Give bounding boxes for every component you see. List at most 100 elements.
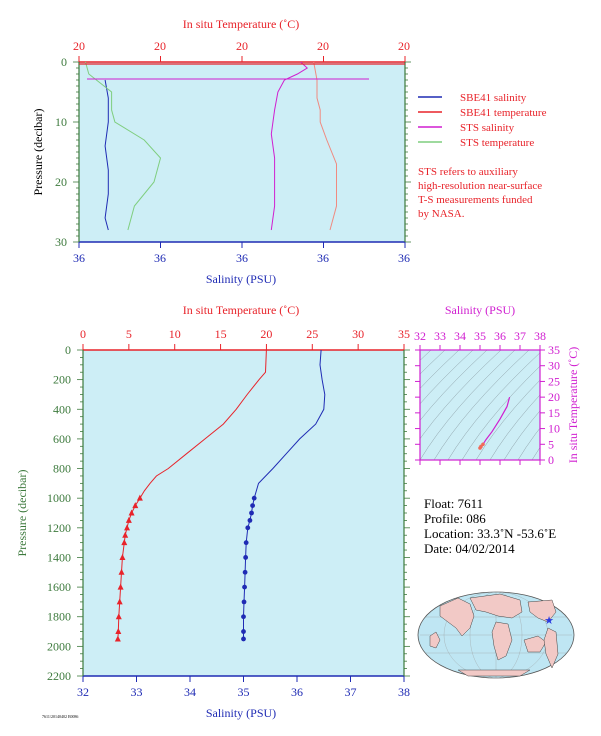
temperature-point xyxy=(132,502,139,509)
top-temp-tick-3: 20 xyxy=(317,39,329,53)
ts-temp-tick-label: 15 xyxy=(548,406,560,420)
world-map: ★ xyxy=(417,591,575,679)
legend-label-sbe41-salinity: SBE41 salinity xyxy=(460,92,527,104)
main-tick-labels: 0200400600800100012001400160018002000220… xyxy=(47,327,410,699)
temperature-point xyxy=(125,516,132,523)
main-pressure-tick-label: 1000 xyxy=(47,491,71,505)
sts-note-line-1: STS refers to auxiliary xyxy=(418,166,518,178)
salinity-point xyxy=(249,510,254,516)
main-pressure-tick-label: 200 xyxy=(53,373,71,387)
main-pressure-tick-label: 1600 xyxy=(47,580,71,594)
ts-density-contour xyxy=(433,350,530,460)
main-temp-tick-label: 25 xyxy=(306,327,318,341)
ts-density-contour xyxy=(517,427,540,460)
main-pressure-tick-label: 0 xyxy=(65,343,71,357)
temperature-point xyxy=(114,635,121,642)
near-surface-panel: In situ Temperature (˚C) 20 20 20 20 20 … xyxy=(31,17,547,286)
main-sal-tick-label: 32 xyxy=(77,685,89,699)
ts-salinity-axis-title: Salinity (PSU) xyxy=(445,303,515,317)
salinity-point xyxy=(241,629,246,634)
ts-density-contour xyxy=(489,394,540,460)
temperature-point xyxy=(119,553,126,560)
legend-label-sbe41-temperature: SBE41 temperature xyxy=(460,107,547,119)
top-temp-tick-2: 20 xyxy=(236,39,248,53)
top-temp-tick-4: 20 xyxy=(398,39,410,53)
temperature-point xyxy=(115,613,122,620)
top-pressure-tick-20: 20 xyxy=(55,175,67,189)
float-id: Float: 7611 xyxy=(424,496,483,511)
temperature-point xyxy=(128,509,135,516)
main-temp-tick-label: 35 xyxy=(398,327,410,341)
main-temp-tick-label: 10 xyxy=(169,327,181,341)
ts-temperature-axis-title: In situ Temperature (˚C) xyxy=(566,347,580,464)
sts-note-line-4: by NASA. xyxy=(418,208,465,220)
main-temp-tick-label: 0 xyxy=(80,327,86,341)
main-pressure-tick-label: 600 xyxy=(53,432,71,446)
top-pressure-tick-30: 30 xyxy=(55,235,67,249)
main-pressure-axis-title: Pressure (decibar) xyxy=(15,470,29,557)
main-sal-tick-label: 33 xyxy=(131,685,143,699)
main-pressure-tick-label: 1800 xyxy=(47,610,71,624)
salinity-point xyxy=(241,614,246,620)
temperature-point xyxy=(136,494,143,501)
top-salinity-axis-title: Salinity (PSU) xyxy=(206,272,276,286)
salinity-point xyxy=(242,569,248,575)
top-legend: SBE41 salinity SBE41 temperature STS sal… xyxy=(418,92,547,220)
main-sal-tick-label: 34 xyxy=(184,685,196,699)
top-sal-tick-0: 36 xyxy=(73,251,85,265)
float-info: Float: 7611 Profile: 086 Location: 33.3˚… xyxy=(424,496,556,556)
top-sal-tick-4: 36 xyxy=(398,251,410,265)
legend-label-sts-salinity: STS salinity xyxy=(460,122,515,134)
ts-sal-tick-label: 37 xyxy=(514,329,526,343)
main-temp-tick-label: 5 xyxy=(126,327,132,341)
main-sal-tick-label: 37 xyxy=(345,685,357,699)
salinity-point xyxy=(242,584,247,590)
salinity-point xyxy=(241,599,247,605)
main-temp-tick-label: 30 xyxy=(352,327,364,341)
ts-density-contour xyxy=(475,379,540,460)
ts-sal-tick-label: 36 xyxy=(494,329,506,343)
ts-ticks xyxy=(415,345,545,465)
salinity-point xyxy=(245,525,251,531)
profile-date: Date: 04/02/2014 xyxy=(424,541,515,556)
ts-density-contours xyxy=(420,350,540,460)
main-temp-tick-label: 20 xyxy=(260,327,272,341)
main-pressure-tick-label: 400 xyxy=(53,402,71,416)
full-profile-panel: In situ Temperature (˚C) 020040060080010… xyxy=(15,303,410,720)
salinity-point xyxy=(241,636,246,642)
temperature-point xyxy=(116,598,123,605)
top-temperature-axis-title: In situ Temperature (˚C) xyxy=(183,17,300,31)
ts-temp-tick-label: 25 xyxy=(548,374,560,388)
main-profile-series xyxy=(114,349,326,642)
map-continents xyxy=(429,593,559,677)
sts-note-line-3: T-S measurements funded xyxy=(418,194,533,206)
top-panel-plot-area xyxy=(79,62,405,242)
temperature-point xyxy=(121,539,128,546)
ts-density-contour xyxy=(420,350,516,460)
main-pressure-tick-label: 800 xyxy=(53,462,71,476)
ts-temp-tick-label: 30 xyxy=(548,359,560,373)
top-series-sbe41-temperature xyxy=(313,61,337,231)
main-pressure-tick-label: 2200 xyxy=(47,669,71,683)
ts-sal-tick-label: 35 xyxy=(474,329,486,343)
ts-density-contour xyxy=(420,350,446,375)
main-temp-tick-label: 15 xyxy=(215,327,227,341)
t-s-diagram-panel: Salinity (PSU) 32 33 34 35 36 37 3805101520253… xyxy=(414,303,580,467)
temperature-point xyxy=(124,524,131,531)
ts-sal-tick-label: 38 xyxy=(534,329,546,343)
location: Location: 33.3˚N -53.6˚E xyxy=(424,526,556,541)
temperature-point xyxy=(118,568,125,575)
salinity-point xyxy=(247,518,253,523)
ts-density-contour xyxy=(447,352,540,460)
main-temperature-axis-title: In situ Temperature (˚C) xyxy=(183,303,300,317)
ts-sal-tick-label: 34 xyxy=(454,329,466,343)
ts-temp-tick-label: 10 xyxy=(548,422,560,436)
salinity-point xyxy=(250,503,255,508)
ts-temp-tick-label: 20 xyxy=(548,390,560,404)
top-pressure-tick-0: 0 xyxy=(61,55,67,69)
ts-density-contour xyxy=(420,350,488,421)
ts-sal-tick-label: 32 xyxy=(414,329,426,343)
ts-density-contour xyxy=(420,350,502,440)
